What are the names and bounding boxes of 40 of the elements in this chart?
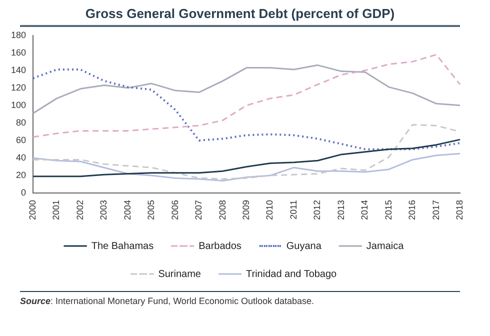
y-tick-label: 20 (16, 170, 26, 180)
x-tick-label: 2015 (383, 200, 394, 220)
x-tick-label: 2000 (28, 200, 38, 220)
y-tick-label: 180 (10, 30, 26, 40)
x-tick-label: 2002 (74, 200, 85, 220)
y-tick-label: 0 (21, 187, 26, 198)
chart-title: Gross General Government Debt (percent of GDP) (20, 0, 460, 27)
line-series (32, 54, 461, 138)
legend-label: Barbados (198, 240, 242, 252)
x-tick-label: 2013 (336, 200, 346, 220)
legend-label: Guyana (286, 240, 322, 252)
x-tick-label: 2009 (240, 200, 251, 220)
y-tick-label: 160 (10, 47, 26, 58)
x-tick-label: 2010 (264, 200, 275, 220)
x-tick-label: 2017 (430, 200, 441, 220)
source-note: Source: International Monetary Fund, World Economic Outlook database. (20, 291, 460, 306)
y-tick-label: 140 (10, 64, 26, 75)
x-tick-label: 2005 (146, 200, 156, 220)
line-series (32, 124, 461, 180)
x-tick-label: 2003 (98, 200, 109, 220)
x-tick-label: 2014 (360, 200, 370, 220)
x-tick-label: 2011 (288, 200, 298, 220)
x-tick-label: 2012 (312, 200, 322, 220)
x-tick-label: 2004 (122, 200, 132, 220)
legend-label: Jamaica (366, 240, 404, 252)
x-tick-label: 2007 (194, 200, 204, 220)
x-tick-label: 2016 (407, 200, 418, 220)
y-tick-label: 120 (10, 82, 26, 92)
y-tick-label: 100 (10, 100, 26, 110)
legend-label: Trinidad and Tobago (246, 268, 338, 280)
y-tick-label: 40 (16, 152, 26, 162)
line-series (32, 68, 461, 150)
x-tick-label: 2018 (454, 200, 464, 220)
legend-label: Suriname (158, 268, 202, 280)
legend-label: The Bahamas (91, 240, 154, 252)
y-tick-label: 60 (16, 134, 26, 145)
x-tick-label: 2008 (217, 200, 228, 220)
y-tick-label: 80 (16, 117, 26, 128)
x-tick-label: 2001 (51, 200, 62, 220)
x-tick-label: 2006 (170, 200, 180, 220)
